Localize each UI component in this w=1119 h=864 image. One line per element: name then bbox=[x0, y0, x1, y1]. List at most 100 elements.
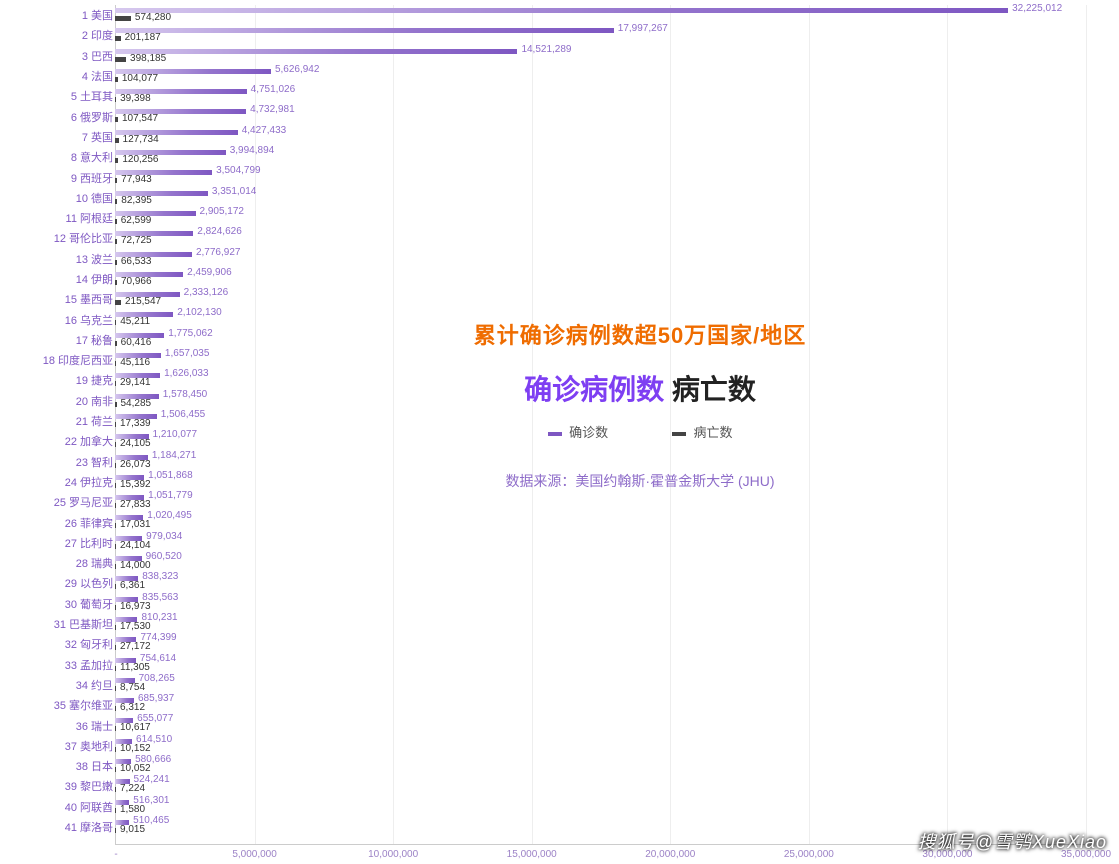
confirmed-value: 1,506,455 bbox=[161, 409, 206, 420]
confirmed-value: 1,020,495 bbox=[147, 510, 192, 521]
row-label: 25 罗马尼亚 bbox=[54, 494, 113, 510]
deaths-value: 574,280 bbox=[135, 12, 171, 23]
data-row: 6 俄罗斯 4,732,981 107,547 bbox=[0, 106, 1085, 126]
confirmed-value: 979,034 bbox=[146, 531, 182, 542]
row-label: 8 意大利 bbox=[71, 149, 113, 165]
confirmed-bar bbox=[115, 8, 1008, 13]
deaths-value: 201,187 bbox=[125, 32, 161, 43]
data-row: 11 阿根廷2,905,17262,599 bbox=[0, 208, 1085, 228]
data-row: 12 哥伦比亚2,824,62672,725 bbox=[0, 228, 1085, 248]
deaths-value: 24,105 bbox=[120, 438, 151, 449]
row-label: 34 约旦 bbox=[76, 677, 113, 693]
confirmed-value: 3,504,799 bbox=[216, 165, 261, 176]
confirmed-value: 2,824,626 bbox=[197, 226, 242, 237]
deaths-value: 15,392 bbox=[120, 479, 151, 490]
confirmed-value: 2,333,126 bbox=[184, 287, 229, 298]
row-label: 41 摩洛哥 bbox=[65, 819, 113, 835]
deaths-value: 45,211 bbox=[120, 316, 150, 327]
row-label: 27 比利时 bbox=[65, 535, 113, 551]
data-row: 40 阿联酋516,3011,580 bbox=[0, 797, 1085, 817]
deaths-bar bbox=[115, 117, 118, 122]
row-label: 18 印度尼西亚 bbox=[43, 352, 113, 368]
confirmed-value: 1,184,271 bbox=[152, 450, 197, 461]
row-label: 35 塞尔维亚 bbox=[54, 697, 113, 713]
deaths-value: 398,185 bbox=[130, 53, 166, 64]
deaths-value: 14,000 bbox=[120, 560, 151, 571]
deaths-value: 6,361 bbox=[120, 580, 145, 591]
deaths-bar bbox=[115, 381, 116, 386]
deaths-value: 82,395 bbox=[121, 195, 152, 206]
deaths-value: 120,256 bbox=[122, 154, 158, 165]
row-label: 30 葡萄牙 bbox=[65, 596, 113, 612]
deaths-bar bbox=[115, 16, 131, 21]
deaths-value: 127,734 bbox=[123, 134, 159, 145]
deaths-bar bbox=[115, 138, 119, 143]
deaths-bar bbox=[115, 178, 117, 183]
data-row: 2 印度17,997,267201,187 bbox=[0, 25, 1085, 45]
data-row: 9 西班牙3,504,79977,943 bbox=[0, 167, 1085, 187]
deaths-value: 17,530 bbox=[120, 621, 151, 632]
row-label: 10 德国 bbox=[76, 190, 113, 206]
deaths-value: 104,077 bbox=[122, 73, 158, 84]
watermark: 搜狐号@雪鹗XueXiao bbox=[918, 828, 1107, 854]
data-row: 39 黎巴嫩524,2417,224 bbox=[0, 776, 1085, 796]
confirmed-value: 2,776,927 bbox=[196, 247, 241, 258]
row-label: 28 瑞典 bbox=[76, 555, 113, 571]
legend-deaths: 病亡数 bbox=[672, 422, 733, 441]
deaths-bar bbox=[115, 320, 116, 325]
deaths-bar bbox=[115, 463, 116, 468]
deaths-bar bbox=[115, 503, 116, 508]
deaths-bar bbox=[115, 402, 117, 407]
deaths-bar bbox=[115, 564, 116, 569]
deaths-value: 62,599 bbox=[121, 215, 152, 226]
confirmed-value: 1,626,033 bbox=[164, 368, 209, 379]
deaths-value: 107,547 bbox=[122, 113, 158, 124]
deaths-value: 1,580 bbox=[120, 804, 145, 815]
deaths-value: 27,833 bbox=[120, 499, 151, 510]
row-label: 36 瑞士 bbox=[76, 718, 113, 734]
data-row: 33 孟加拉754,61411,305 bbox=[0, 655, 1085, 675]
row-label: 21 荷兰 bbox=[76, 413, 113, 429]
confirmed-value: 2,102,130 bbox=[177, 307, 222, 318]
deaths-value: 24,104 bbox=[120, 540, 151, 551]
deaths-value: 70,966 bbox=[121, 276, 152, 287]
row-label: 38 日本 bbox=[76, 758, 113, 774]
confirmed-bar bbox=[115, 49, 517, 54]
row-label: 6 俄罗斯 bbox=[71, 109, 113, 125]
confirmed-value: 3,994,894 bbox=[230, 145, 275, 156]
confirmed-value: 1,775,062 bbox=[168, 328, 213, 339]
deaths-bar bbox=[115, 442, 116, 447]
legend-swatch-deaths bbox=[672, 432, 686, 436]
deaths-bar bbox=[115, 280, 117, 285]
deaths-value: 7,224 bbox=[120, 783, 145, 794]
deaths-bar bbox=[115, 97, 116, 102]
row-label: 40 阿联酋 bbox=[65, 799, 113, 815]
deaths-value: 10,617 bbox=[120, 722, 151, 733]
confirmed-value: 1,657,035 bbox=[165, 348, 210, 359]
confirmed-value: 1,210,077 bbox=[153, 429, 198, 440]
confirmed-value: 4,427,433 bbox=[242, 125, 287, 136]
row-label: 17 秘鲁 bbox=[76, 332, 113, 348]
x-tick-label: 25,000,000 bbox=[784, 849, 834, 860]
row-label: 7 英国 bbox=[82, 129, 113, 145]
x-tick-label: 15,000,000 bbox=[507, 849, 557, 860]
confirmed-bar bbox=[115, 28, 614, 33]
deaths-value: 29,141 bbox=[120, 377, 151, 388]
deaths-bar bbox=[115, 584, 116, 589]
deaths-bar bbox=[115, 239, 117, 244]
data-row: 7 英国 4,427,433 127,734 bbox=[0, 127, 1085, 147]
deaths-bar bbox=[115, 787, 116, 792]
deaths-bar bbox=[115, 361, 116, 366]
row-label: 9 西班牙 bbox=[71, 170, 113, 186]
row-label: 33 孟加拉 bbox=[65, 657, 113, 673]
deaths-value: 10,052 bbox=[120, 763, 151, 774]
row-label: 15 墨西哥 bbox=[65, 291, 113, 307]
confirmed-value: 5,626,942 bbox=[275, 64, 320, 75]
row-label: 14 伊朗 bbox=[76, 271, 113, 287]
data-row: 3 巴西14,521,289398,185 bbox=[0, 46, 1085, 66]
confirmed-value: 4,732,981 bbox=[250, 104, 295, 115]
data-row: 13 波兰2,776,92766,533 bbox=[0, 249, 1085, 269]
row-label: 23 智利 bbox=[76, 454, 113, 470]
data-row: 14 伊朗2,459,90670,966 bbox=[0, 269, 1085, 289]
data-row: 35 塞尔维亚685,9376,312 bbox=[0, 695, 1085, 715]
